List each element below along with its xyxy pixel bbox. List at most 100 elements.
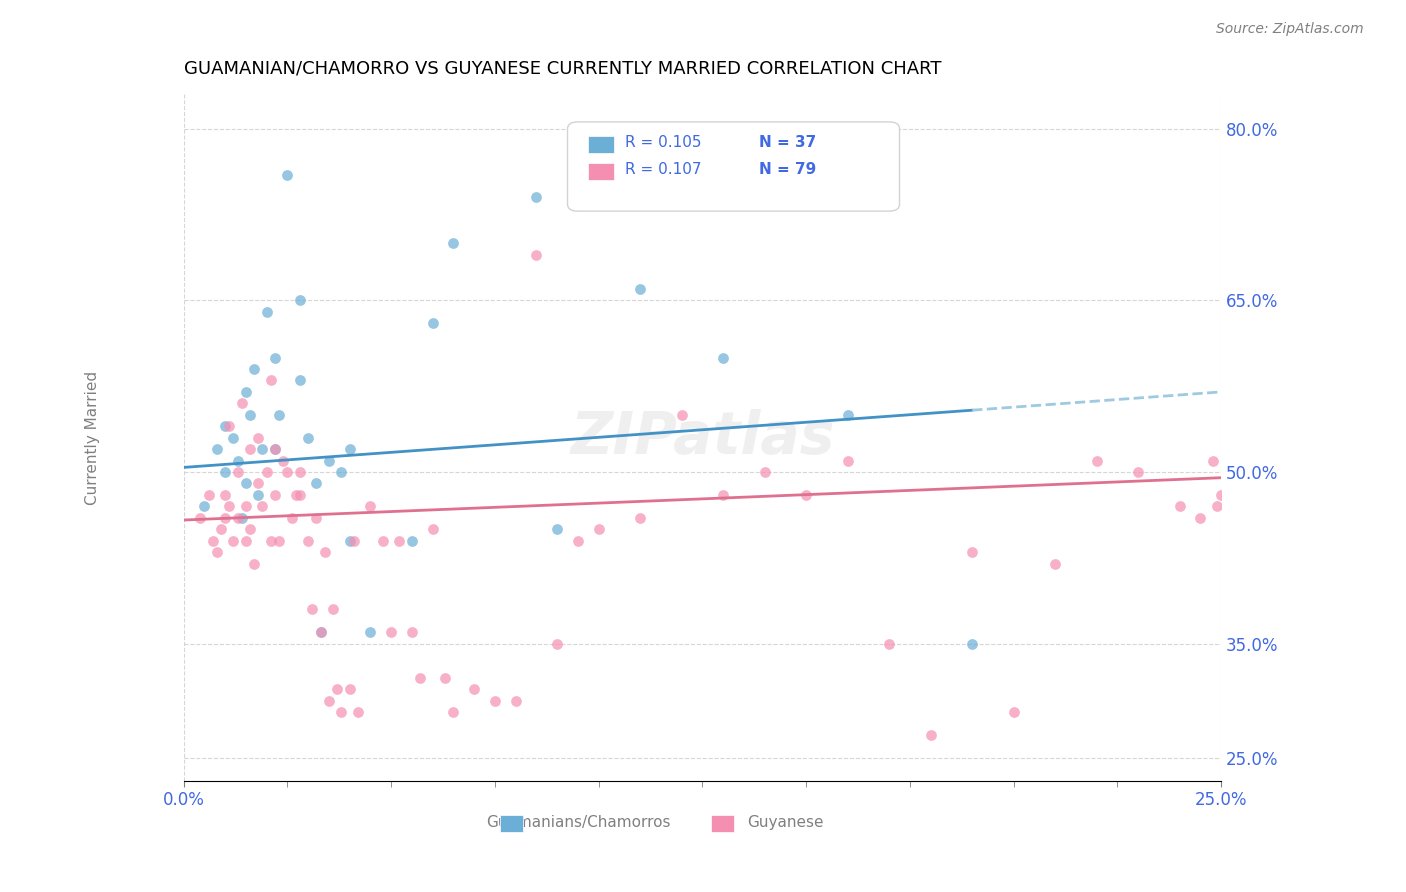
Point [271, 453, 294, 467]
Point [288, 374, 311, 388]
Point [226, 510, 249, 524]
Text: R = 0.105: R = 0.105 [624, 135, 702, 150]
Text: GUAMANIAN/CHAMORRO VS GUYANESE CURRENTLY MARRIED CORRELATION CHART: GUAMANIAN/CHAMORRO VS GUYANESE CURRENTLY… [184, 60, 941, 78]
Point [380, 625, 402, 640]
Point [260, 374, 283, 388]
Point [193, 500, 215, 514]
Point [214, 488, 236, 502]
Point [1085, 453, 1108, 467]
Text: Guyanese: Guyanese [747, 814, 824, 830]
Point [288, 488, 311, 502]
Point [252, 442, 274, 456]
Point [484, 694, 506, 708]
Point [243, 557, 266, 571]
Point [222, 533, 245, 548]
Point [264, 351, 287, 365]
Point [343, 533, 366, 548]
Point [339, 442, 361, 456]
Point [339, 533, 361, 548]
Point [235, 384, 257, 399]
Point [401, 533, 423, 548]
Point [309, 625, 332, 640]
Point [288, 293, 311, 308]
Point [235, 533, 257, 548]
Point [218, 419, 240, 434]
FancyBboxPatch shape [588, 136, 614, 153]
FancyBboxPatch shape [568, 122, 900, 211]
Point [284, 488, 307, 502]
Point [837, 408, 859, 422]
Point [837, 453, 859, 467]
Point [960, 545, 983, 559]
Point [567, 533, 589, 548]
Point [441, 705, 464, 719]
Point [371, 533, 394, 548]
Point [1211, 488, 1233, 502]
Point [330, 465, 353, 479]
Point [794, 488, 817, 502]
Point [347, 705, 370, 719]
FancyBboxPatch shape [710, 815, 734, 832]
Point [197, 488, 219, 502]
Point [588, 522, 610, 536]
Point [409, 671, 432, 685]
Point [711, 488, 734, 502]
Point [239, 442, 262, 456]
Point [526, 190, 548, 204]
Point [222, 431, 245, 445]
FancyBboxPatch shape [588, 163, 614, 180]
Point [297, 533, 319, 548]
Point [297, 431, 319, 445]
Point [960, 637, 983, 651]
Point [463, 682, 485, 697]
Point [201, 533, 224, 548]
Point [628, 282, 651, 296]
Point [546, 522, 568, 536]
Point [267, 533, 290, 548]
Point [205, 442, 228, 456]
Point [314, 545, 336, 559]
Point [671, 408, 693, 422]
Point [214, 510, 236, 524]
FancyBboxPatch shape [501, 815, 523, 832]
Text: Source: ZipAtlas.com: Source: ZipAtlas.com [1216, 22, 1364, 37]
Point [401, 625, 423, 640]
Point [1043, 557, 1066, 571]
Point [422, 522, 444, 536]
Point [326, 682, 349, 697]
Point [209, 522, 232, 536]
Point [322, 602, 344, 616]
Point [260, 533, 283, 548]
Point [754, 465, 776, 479]
Point [231, 510, 253, 524]
Point [247, 488, 270, 502]
Point [309, 625, 332, 640]
Point [239, 408, 262, 422]
Point [226, 453, 249, 467]
Point [205, 545, 228, 559]
Point [235, 476, 257, 491]
Point [388, 533, 411, 548]
Point [877, 637, 900, 651]
Point [505, 694, 527, 708]
Point [267, 408, 290, 422]
Point [1189, 510, 1212, 524]
Text: ZIPatlas: ZIPatlas [571, 409, 835, 467]
Text: N = 37: N = 37 [759, 135, 817, 150]
Y-axis label: Currently Married: Currently Married [86, 370, 100, 505]
Point [301, 602, 323, 616]
Point [422, 316, 444, 330]
Point [441, 236, 464, 251]
Point [256, 305, 278, 319]
Point [546, 637, 568, 651]
Point [252, 500, 274, 514]
Point [256, 465, 278, 479]
Point [235, 500, 257, 514]
Point [1202, 453, 1225, 467]
Point [247, 431, 270, 445]
Text: N = 79: N = 79 [759, 162, 817, 178]
Point [628, 510, 651, 524]
Point [330, 705, 353, 719]
Point [243, 362, 266, 376]
Point [214, 465, 236, 479]
